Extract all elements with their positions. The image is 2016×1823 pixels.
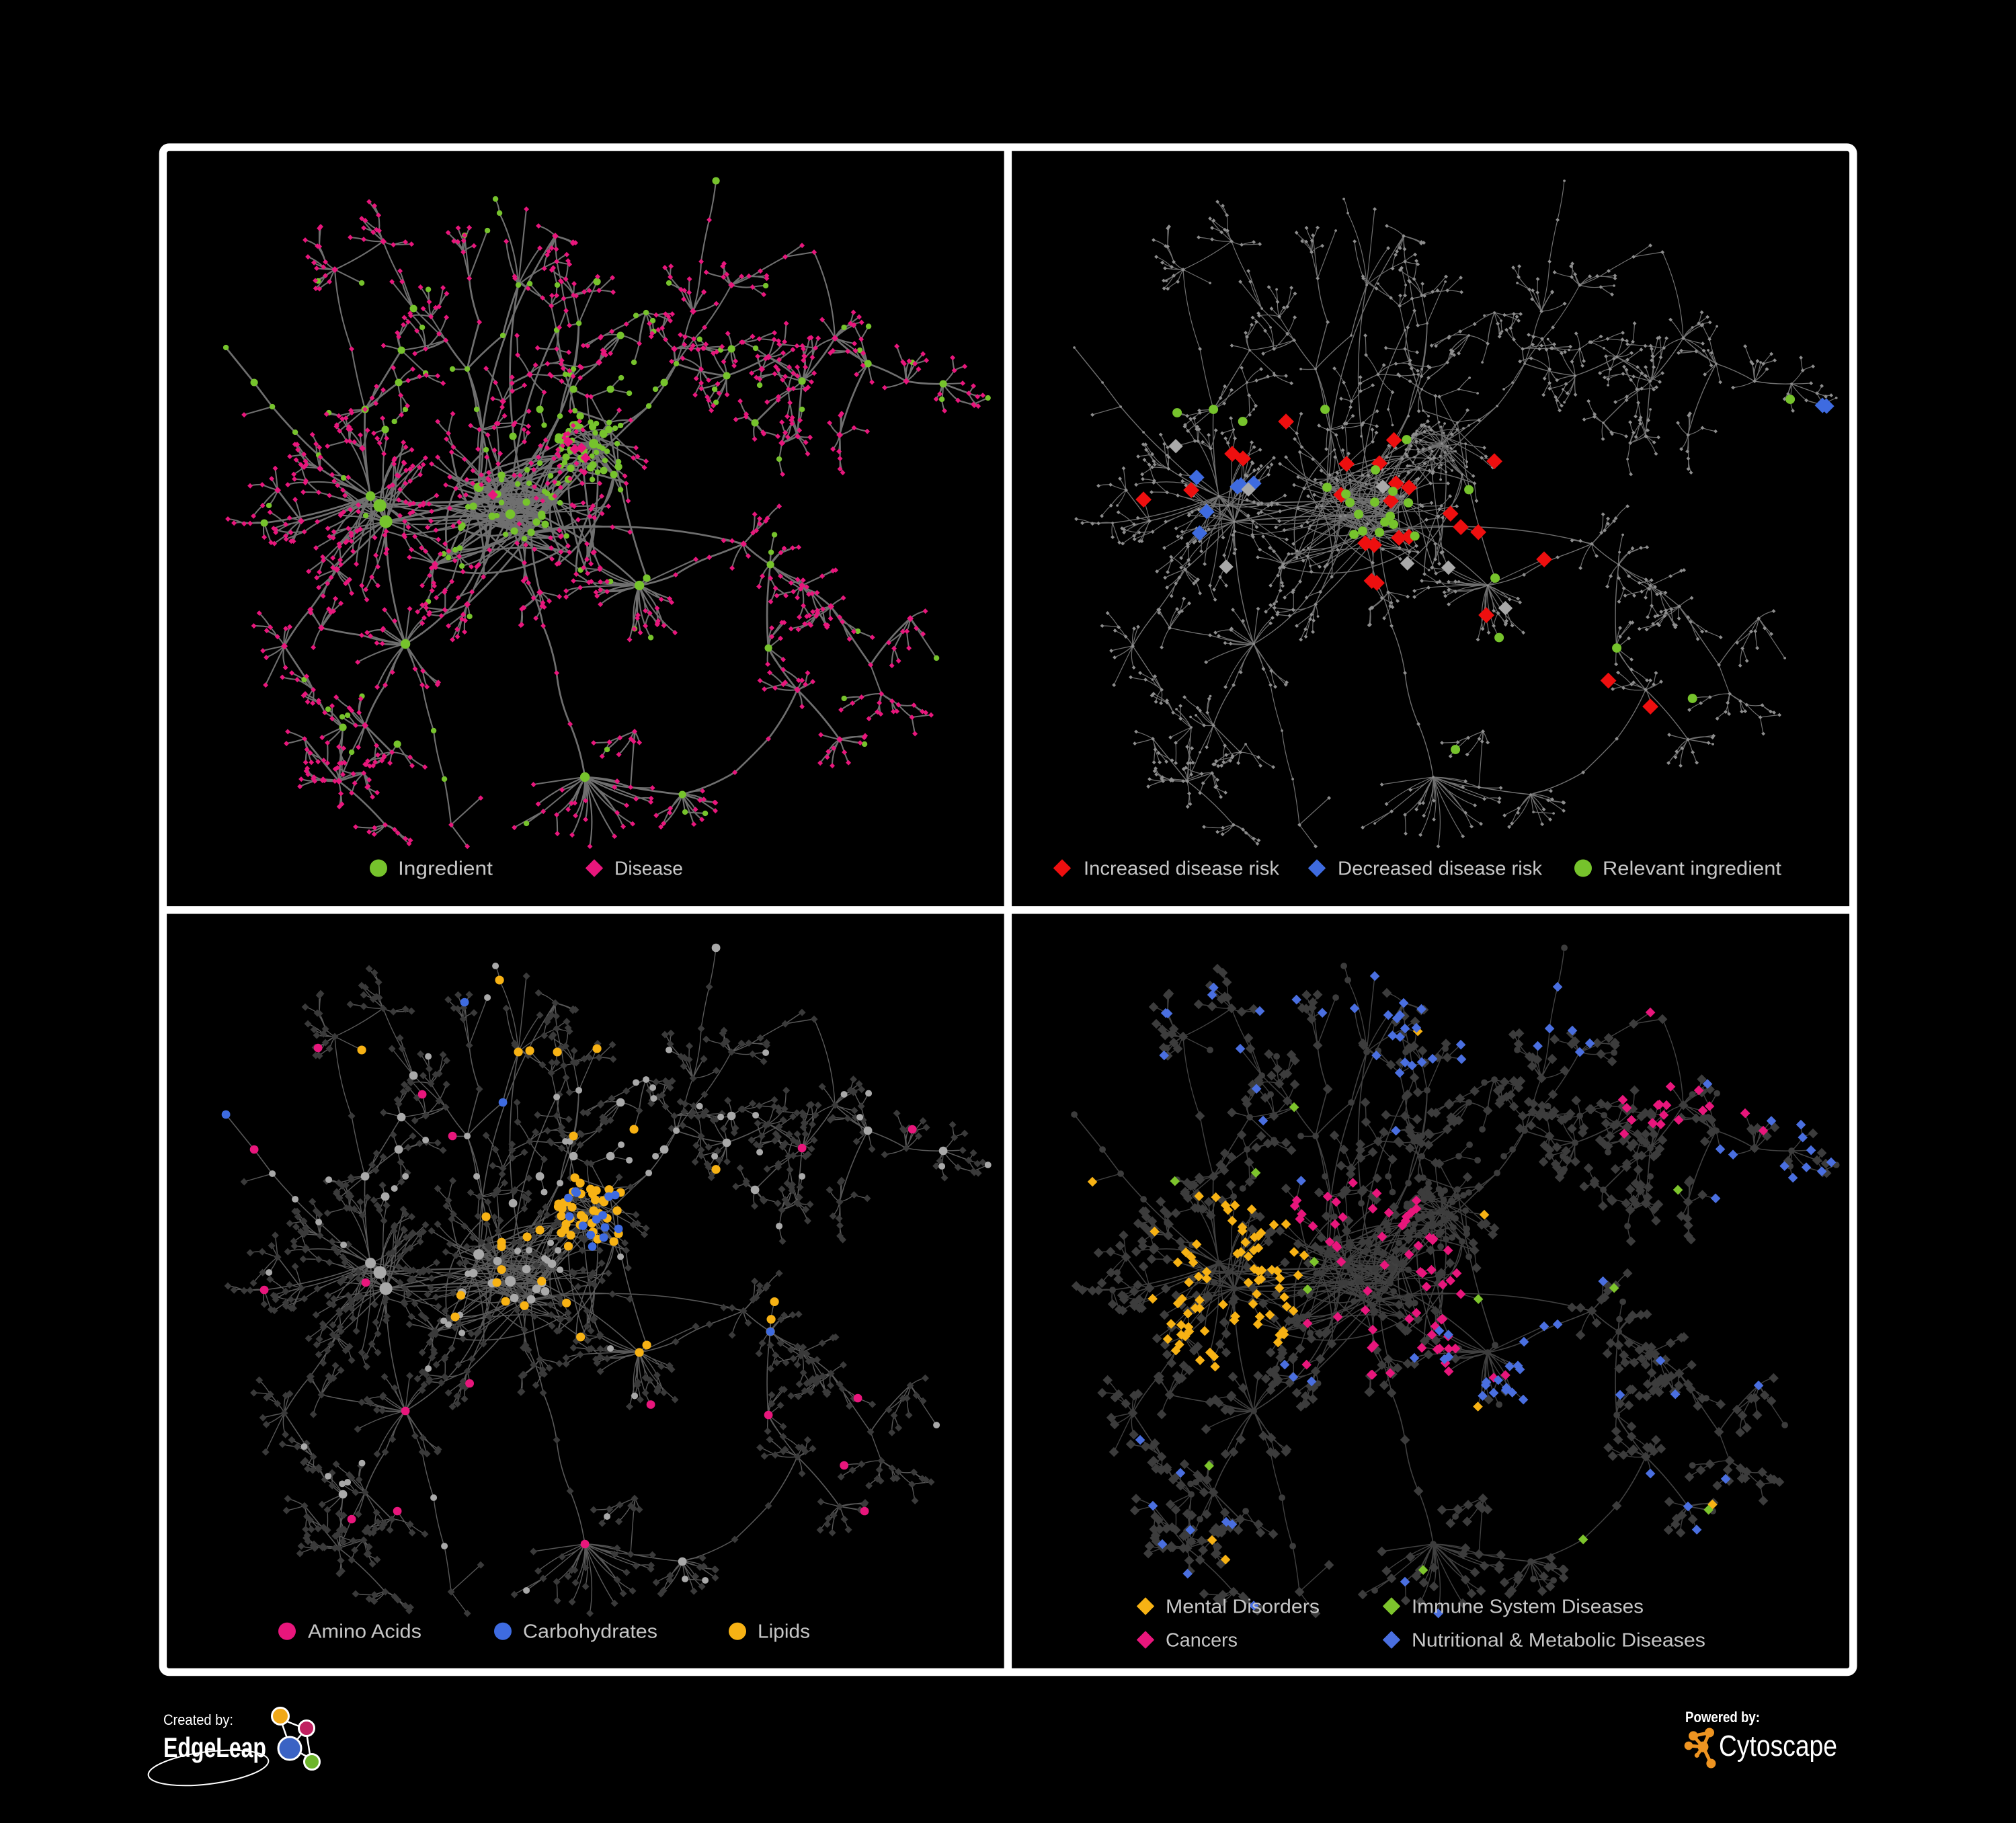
svg-text:Cancers: Cancers xyxy=(1166,1630,1238,1652)
svg-text:Amino Acids: Amino Acids xyxy=(308,1621,421,1643)
svg-text:Powered by:: Powered by: xyxy=(1685,1709,1760,1726)
svg-text:EdgeLeap: EdgeLeap xyxy=(163,1732,266,1763)
svg-text:Nutritional & Metabolic Diseas: Nutritional & Metabolic Diseases xyxy=(1412,1630,1705,1652)
svg-text:Decreased disease risk: Decreased disease risk xyxy=(1338,858,1542,880)
svg-text:Increased disease risk: Increased disease risk xyxy=(1084,858,1280,880)
svg-text:Cytoscape: Cytoscape xyxy=(1719,1730,1837,1763)
svg-text:Ingredient: Ingredient xyxy=(398,858,493,880)
svg-text:Created by:: Created by: xyxy=(163,1711,233,1728)
svg-text:Disease: Disease xyxy=(614,858,683,880)
svg-text:Lipids: Lipids xyxy=(758,1621,810,1643)
svg-text:Immune System Diseases: Immune System Diseases xyxy=(1412,1596,1644,1618)
svg-text:Mental Disorders: Mental Disorders xyxy=(1166,1596,1320,1618)
svg-text:Carbohydrates: Carbohydrates xyxy=(523,1621,657,1643)
svg-text:Relevant ingredient: Relevant ingredient xyxy=(1603,858,1781,880)
